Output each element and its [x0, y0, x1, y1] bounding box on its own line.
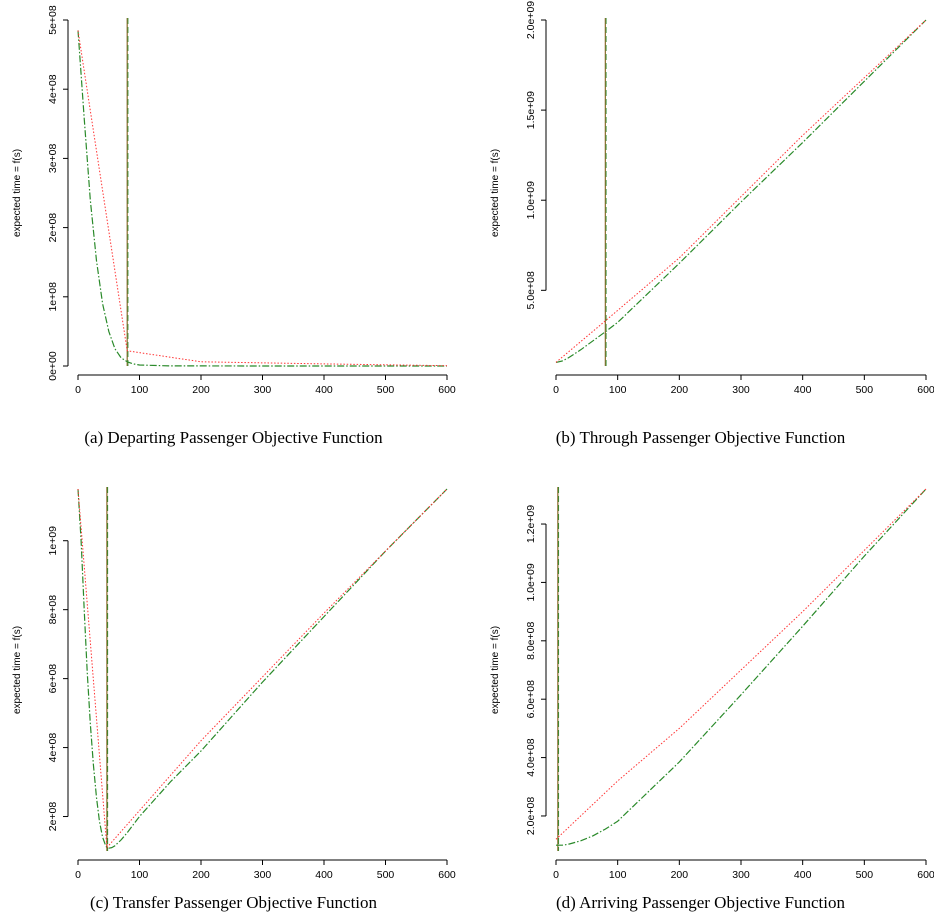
y-tick-label: 2e+08	[47, 802, 59, 832]
y-tick-label: 2.0e+08	[525, 797, 537, 835]
series-line-red	[555, 19, 927, 363]
x-tick-label: 400	[794, 384, 812, 396]
y-axis-label: expected time = f(s)	[490, 626, 501, 714]
caption-through: (b) Through Passenger Objective Function	[555, 428, 846, 447]
y-tick-label: 6.0e+08	[525, 680, 537, 718]
y-tick-label: 1.5e+09	[525, 91, 537, 129]
panel-arriving: 0 100 200 300 400 500 600 2.0e+08 4.0e+08 6.0e+08…	[467, 461, 934, 921]
series-line-red	[77, 30, 448, 367]
x-tick-label: 300	[254, 869, 272, 881]
x-tick-label: 500	[856, 384, 874, 396]
caption-transfer: (c) Transfer Passenger Objective Functio…	[89, 893, 378, 912]
y-tick-label: 4.0e+08	[525, 738, 537, 776]
y-tick-label: 3e+08	[47, 143, 59, 173]
series-line-green	[77, 488, 448, 849]
x-tick-label: 300	[732, 869, 750, 881]
x-tick-label: 100	[609, 869, 627, 881]
series-line-green	[556, 488, 927, 846]
y-tick-label: 4e+08	[47, 74, 59, 104]
chart-through: 0 100 200 300 400 500 600 5.0e+08 1.0e+09 1.5e+09…	[490, 1, 934, 396]
chart-arriving: 0 100 200 300 400 500 600 2.0e+08 4.0e+08 6.0e+08…	[490, 487, 934, 881]
x-tick-label: 0	[553, 384, 559, 396]
x-tick-label: 600	[917, 869, 934, 881]
x-tick-label: 500	[377, 869, 395, 881]
x-tick-label: 0	[75, 869, 81, 881]
y-tick-label: 6e+08	[47, 664, 59, 694]
y-axis-label: expected time = f(s)	[490, 149, 501, 237]
y-tick-label: 8e+08	[47, 595, 59, 625]
chart-departing: 0 100 200 300 400 500 600 0e+00 1e+08 2e+08 3e+08 4…	[12, 5, 456, 396]
series-line-green	[77, 30, 447, 367]
series-line-red	[77, 488, 448, 849]
x-tick-label: 100	[131, 384, 149, 396]
x-tick-label: 0	[75, 384, 81, 396]
y-axis-label: expected time = f(s)	[12, 149, 23, 237]
x-tick-label: 200	[192, 869, 210, 881]
panel-through: 0 100 200 300 400 500 600 5.0e+08 1.0e+09 1.5e+09…	[467, 0, 934, 460]
x-tick-label: 0	[553, 869, 559, 881]
y-axis-label: expected time = f(s)	[12, 626, 23, 714]
x-tick-label: 400	[794, 869, 812, 881]
x-tick-label: 600	[438, 869, 456, 881]
y-tick-label: 1.0e+09	[525, 563, 537, 601]
x-tick-label: 500	[856, 869, 874, 881]
x-tick-label: 600	[917, 384, 934, 396]
x-tick-label: 400	[315, 869, 333, 881]
caption-departing: (a) Departing Passenger Objective Functi…	[84, 428, 383, 447]
y-tick-label: 4e+08	[47, 733, 59, 763]
panel-departing: 0 100 200 300 400 500 600 0e+00 1e+08 2e+08 3e+08 4…	[0, 0, 467, 460]
x-tick-label: 100	[609, 384, 627, 396]
x-tick-label: 300	[732, 384, 750, 396]
series-line-red	[555, 488, 927, 840]
panel-transfer: 0 100 200 300 400 500 600 2e+08 4e+08 6e+08 8e+08 1…	[0, 461, 467, 921]
x-tick-label: 600	[438, 384, 456, 396]
y-tick-label: 2.0e+09	[525, 1, 537, 39]
y-tick-label: 5.0e+08	[525, 271, 537, 309]
y-tick-label: 1.0e+09	[525, 181, 537, 219]
x-tick-label: 200	[671, 384, 689, 396]
x-tick-label: 400	[315, 384, 333, 396]
x-tick-label: 300	[254, 384, 272, 396]
x-tick-label: 500	[377, 384, 395, 396]
series-line-green	[555, 19, 927, 363]
y-tick-label: 5e+08	[47, 5, 59, 35]
chart-transfer: 0 100 200 300 400 500 600 2e+08 4e+08 6e+08 8e+08 1…	[12, 487, 456, 881]
y-tick-label: 0e+00	[47, 351, 59, 381]
y-tick-label: 1e+09	[47, 526, 59, 556]
y-tick-label: 1.2e+09	[525, 505, 537, 543]
x-tick-label: 200	[192, 384, 210, 396]
y-tick-label: 2e+08	[47, 213, 59, 243]
y-tick-label: 1e+08	[47, 282, 59, 312]
x-tick-label: 100	[131, 869, 149, 881]
x-tick-label: 200	[671, 869, 689, 881]
caption-arriving: (d) Arriving Passenger Objective Functio…	[556, 893, 845, 912]
y-tick-label: 8.0e+08	[525, 622, 537, 660]
